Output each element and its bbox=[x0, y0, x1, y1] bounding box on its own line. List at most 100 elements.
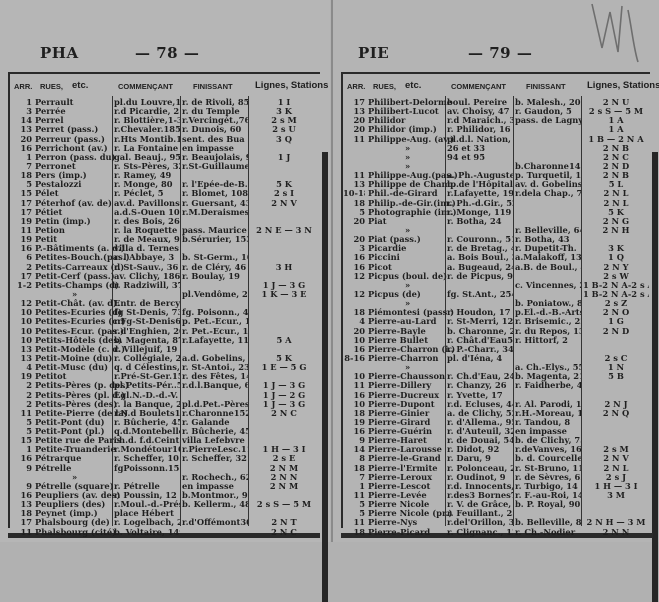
end-point: r. Dupetit-Th. bbox=[515, 244, 577, 254]
street-name: Perrault bbox=[35, 98, 74, 107]
start-point: a.d.S-Ouen 103 bbox=[114, 207, 180, 217]
table-row: 13 Philibert-Lucot av. Choisy, 47 r. Gaudon… bbox=[343, 107, 650, 116]
table-row: 13 Philippe de Champ. b. de l'Hôpital av. d… bbox=[343, 180, 650, 189]
lines-stations: 2 N M bbox=[269, 463, 299, 473]
table-row: » pl.Vendôme, 28 1 K — 3 E bbox=[10, 290, 320, 299]
table-row: 3 Perrée r.d Picardie, 21 r. du Temple 3 K bbox=[10, 107, 320, 116]
lines-stations: 1 J bbox=[277, 152, 291, 162]
table-row: 13 Petit-Modèle (c. d.) r. Villejuif, 19 bbox=[10, 345, 320, 354]
table-bottom-rule bbox=[341, 533, 653, 538]
start-point: fgPoissonn.155 bbox=[114, 463, 180, 473]
end-point: r. Boulay, 19 bbox=[182, 271, 240, 281]
lines-stations: 2 N G bbox=[602, 216, 630, 226]
street-name: Pétiet bbox=[35, 207, 63, 217]
arrondissement: 10 bbox=[353, 372, 365, 382]
lines-stations: 1 J — 3 G bbox=[262, 381, 306, 391]
end-point: b. d. Courcelles bbox=[515, 454, 581, 464]
table-row: 15 Pélet r. Péclet, 5 r. Blomet, 108 2 s I bbox=[10, 189, 320, 198]
start-point: r. Ramey, 49 bbox=[114, 171, 172, 181]
street-name: Petion bbox=[35, 225, 65, 235]
end-point: a. Ch.-Elys., 55 bbox=[515, 363, 581, 373]
end-point: r. Guersant, 43 bbox=[182, 198, 248, 208]
end-point: r. F.-au-Roi, 14 bbox=[515, 491, 581, 501]
street-name: Pierre-Bayle bbox=[368, 326, 426, 336]
arrondissement: 9 bbox=[26, 481, 32, 491]
start-point: b. Charonne, 22 bbox=[447, 326, 513, 336]
street-name: Petites-Ecuries (cr) bbox=[35, 317, 126, 327]
street-table: ARR. RUES, etc. COMMENÇANT FINISSANT Lig… bbox=[341, 72, 659, 602]
arrondissement: 10 bbox=[353, 335, 365, 345]
arrondissement: 4 bbox=[359, 317, 365, 327]
start-point: pl.Petits-Pér..5 bbox=[114, 381, 180, 391]
table-row: 19 Pierre-Girard r. d'Allema., 95 r. Tandou… bbox=[343, 418, 650, 427]
end-point: r.H.-Moreau, 13 bbox=[515, 408, 581, 418]
street-name: Petitot bbox=[35, 372, 67, 382]
arrondissement: 18 bbox=[353, 308, 365, 318]
start-point: r. Radziwill, 37 bbox=[114, 280, 180, 290]
col-header-start: COMMENÇANT bbox=[451, 82, 506, 91]
start-point: r. Villejuif, 19 bbox=[114, 344, 178, 354]
page-running-head: PHA bbox=[40, 44, 79, 62]
col-header-etc: etc. bbox=[72, 80, 89, 91]
start-point: a. Bugeaud, 24 bbox=[447, 262, 513, 272]
table-row: 5 Pestalozzi r. Monge, 80 r. l'Epée-de-B. 5 … bbox=[10, 180, 320, 189]
street-name: Perret (pass.) bbox=[35, 125, 99, 135]
start-point: r.Lafayette, 193 bbox=[447, 189, 513, 199]
end-point: b. P. Royal, 90 bbox=[515, 500, 581, 510]
end-point: r. du Repos, 13 bbox=[515, 326, 581, 336]
table-row: 16 Pierre-Charron (i.) r. P.-Charr., 34 bbox=[343, 345, 650, 354]
start-point: boul. Pereire bbox=[447, 98, 508, 107]
arrondissement: 11 bbox=[353, 171, 365, 181]
table-row: 20 Piat r. Botha, 24 2 N G bbox=[343, 217, 650, 226]
start-point: av. Clichy, 186 bbox=[114, 271, 180, 281]
street-name: Petit-Cerf (pass.) bbox=[35, 271, 115, 281]
street-name: Piémontesi (pass.) bbox=[368, 308, 455, 318]
col-header-arr: ARR. bbox=[347, 82, 366, 91]
start-point: gal. Beauj., 95 bbox=[114, 152, 180, 162]
street-name: » bbox=[405, 225, 411, 235]
arrondissement: 7 bbox=[26, 161, 32, 171]
lines-stations: 5 K bbox=[276, 180, 292, 190]
arrondissement: 5 bbox=[26, 427, 32, 437]
street-name: Petites-Bouch.(pas.) bbox=[35, 253, 130, 263]
start-point: a. de Clichy, 52 bbox=[447, 408, 513, 418]
table-border-shadow bbox=[322, 152, 328, 602]
end-point: r. Blomet, 108 bbox=[182, 189, 248, 199]
end-point: r. du Temple bbox=[182, 107, 240, 117]
street-name: Petite-Truanderie bbox=[35, 445, 116, 455]
lines-stations: 3 K bbox=[608, 244, 624, 254]
lines-stations: 2 N C bbox=[603, 152, 629, 162]
arrondissement: 5 bbox=[26, 180, 32, 190]
lines-stations: 2 N M bbox=[269, 481, 299, 491]
end-point: b. Belleville, 87 bbox=[515, 518, 581, 528]
end-point: r. Bûcherie, 45 bbox=[182, 427, 248, 437]
street-name: » bbox=[405, 143, 411, 153]
table-row: 18 Pierre-l'Ermite r. Polonceau, 2 r. St-Br… bbox=[343, 464, 650, 473]
street-name: Pétrarque bbox=[35, 454, 82, 464]
end-point: b. St-Germ., 168 bbox=[182, 253, 248, 263]
start-point: r. Couronn., 51 bbox=[447, 235, 513, 245]
column-rule bbox=[248, 96, 249, 526]
start-point: r.d'Enghien, 20 bbox=[114, 326, 180, 336]
table-row: 10 Pierre Bullet r. Chât.d'Eau52 r. Hittorf… bbox=[343, 336, 650, 345]
street-name: Petite rue de Paris bbox=[35, 436, 122, 446]
arrondissement: 19 bbox=[20, 235, 32, 245]
arrondissement: 14 bbox=[353, 445, 365, 455]
end-point: p.El.-d.-B.-Arts bbox=[515, 308, 581, 318]
column-rule bbox=[112, 96, 113, 526]
table-row: 7 Perronet r. Sts-Pères, 32 r.St-Guillaume bbox=[10, 162, 320, 171]
end-point: r. Brisemic., 22 bbox=[515, 317, 581, 327]
start-point: r.Moul.-d.-Prés bbox=[114, 500, 180, 510]
street-name: » bbox=[405, 280, 411, 290]
start-point: ch.d. f.d.Ceint. bbox=[114, 436, 180, 446]
start-point: r. des Bois, 26 bbox=[114, 216, 180, 226]
street-name: Péterhof (av. de) bbox=[35, 198, 112, 208]
arrondissement: 6 bbox=[26, 253, 32, 263]
start-point: r. de Bretag., 48 bbox=[447, 244, 513, 254]
end-point: r. Faidherbe, 44 bbox=[515, 381, 581, 391]
table-row: 10 Petites-Ecuries (cr) r.Fg-St-Denis63 p. … bbox=[10, 317, 320, 326]
lines-stations: 2 N V bbox=[603, 454, 629, 464]
end-point: p. Pet.-Ecur., 13 bbox=[182, 317, 248, 327]
